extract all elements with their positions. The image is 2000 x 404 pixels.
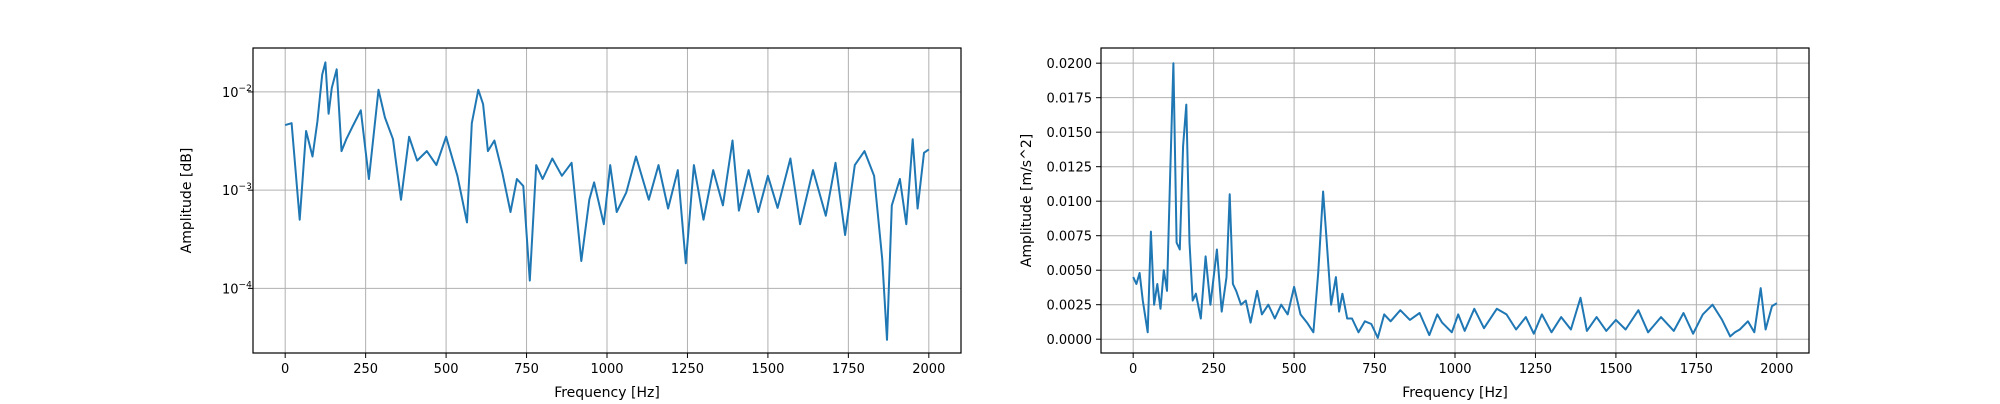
x-tick-label: 1250 — [671, 362, 704, 377]
x-tick-label: 250 — [353, 362, 378, 377]
x-tick-label: 0 — [281, 362, 289, 377]
y-axis-ticks: 10−4 10−3 10−2 — [222, 84, 253, 297]
x-tick-label: 1500 — [1599, 362, 1632, 377]
y-tick-label: 0.0150 — [1047, 126, 1093, 141]
y-tick-label: 0.0100 — [1047, 195, 1093, 210]
x-tick-label: 750 — [1362, 362, 1387, 377]
x-tick-label: 2000 — [1760, 362, 1793, 377]
y-tick-exponent: −4 — [239, 280, 253, 290]
chart-grid — [1101, 48, 1809, 353]
x-tick-label: 750 — [514, 362, 539, 377]
x-axis-label: Frequency [Hz] — [554, 385, 660, 400]
x-axis-ticks: 0 250 500 750 1000 1250 1500 1750 2000 — [281, 353, 945, 377]
y-axis-label: Amplitude [dB] — [179, 148, 195, 254]
y-tick-exponent: −2 — [239, 84, 252, 94]
y-tick-label: 0.0175 — [1047, 92, 1093, 107]
x-tick-label: 0 — [1129, 362, 1137, 377]
y-tick-label: 0.0075 — [1047, 230, 1093, 245]
x-tick-label: 1250 — [1519, 362, 1552, 377]
y-tick-label: 10−3 — [222, 182, 252, 199]
y-tick-label: 10−4 — [222, 280, 252, 297]
y-tick-label: 0.0050 — [1047, 264, 1093, 279]
x-tick-label: 500 — [434, 362, 459, 377]
y-axis-ticks: 0.0000 0.0025 0.0050 0.0075 0.0100 0.0125 0.01… — [1047, 57, 1101, 348]
x-tick-label: 2000 — [912, 362, 945, 377]
series-line — [284, 61, 930, 341]
x-tick-label: 1750 — [832, 362, 865, 377]
series-line — [1132, 62, 1778, 339]
x-tick-label: 250 — [1201, 362, 1226, 377]
chart-amplitude-accel: 0 250 500 750 1000 1250 1500 1750 2000 0.00000.0… — [1019, 47, 1810, 401]
y-tick-label: 0.0025 — [1047, 299, 1093, 314]
data-series-layer — [1132, 62, 1778, 339]
x-tick-label: 1500 — [751, 362, 784, 377]
data-series-layer — [284, 61, 930, 341]
x-tick-label: 1750 — [1680, 362, 1713, 377]
y-tick-label: 0.0000 — [1047, 333, 1093, 348]
y-axis-label: Amplitude [m/s^2] — [1019, 134, 1035, 267]
x-tick-label: 500 — [1282, 362, 1307, 377]
x-axis-ticks: 0 250 500 750 1000 1250 1500 1750 2000 — [1129, 353, 1793, 377]
y-tick-label: 10−2 — [222, 84, 252, 101]
x-tick-label: 1000 — [590, 362, 623, 377]
x-axis-label: Frequency [Hz] — [1402, 385, 1508, 400]
y-tick-label: 0.0200 — [1047, 57, 1093, 72]
y-tick-label: 0.0125 — [1047, 161, 1093, 176]
x-tick-label: 1000 — [1438, 362, 1471, 377]
y-tick-exponent: −3 — [239, 182, 252, 192]
chart-amplitude-db: 0 250 500 750 1000 1250 1500 1750 2000 10−410−31… — [179, 47, 962, 401]
